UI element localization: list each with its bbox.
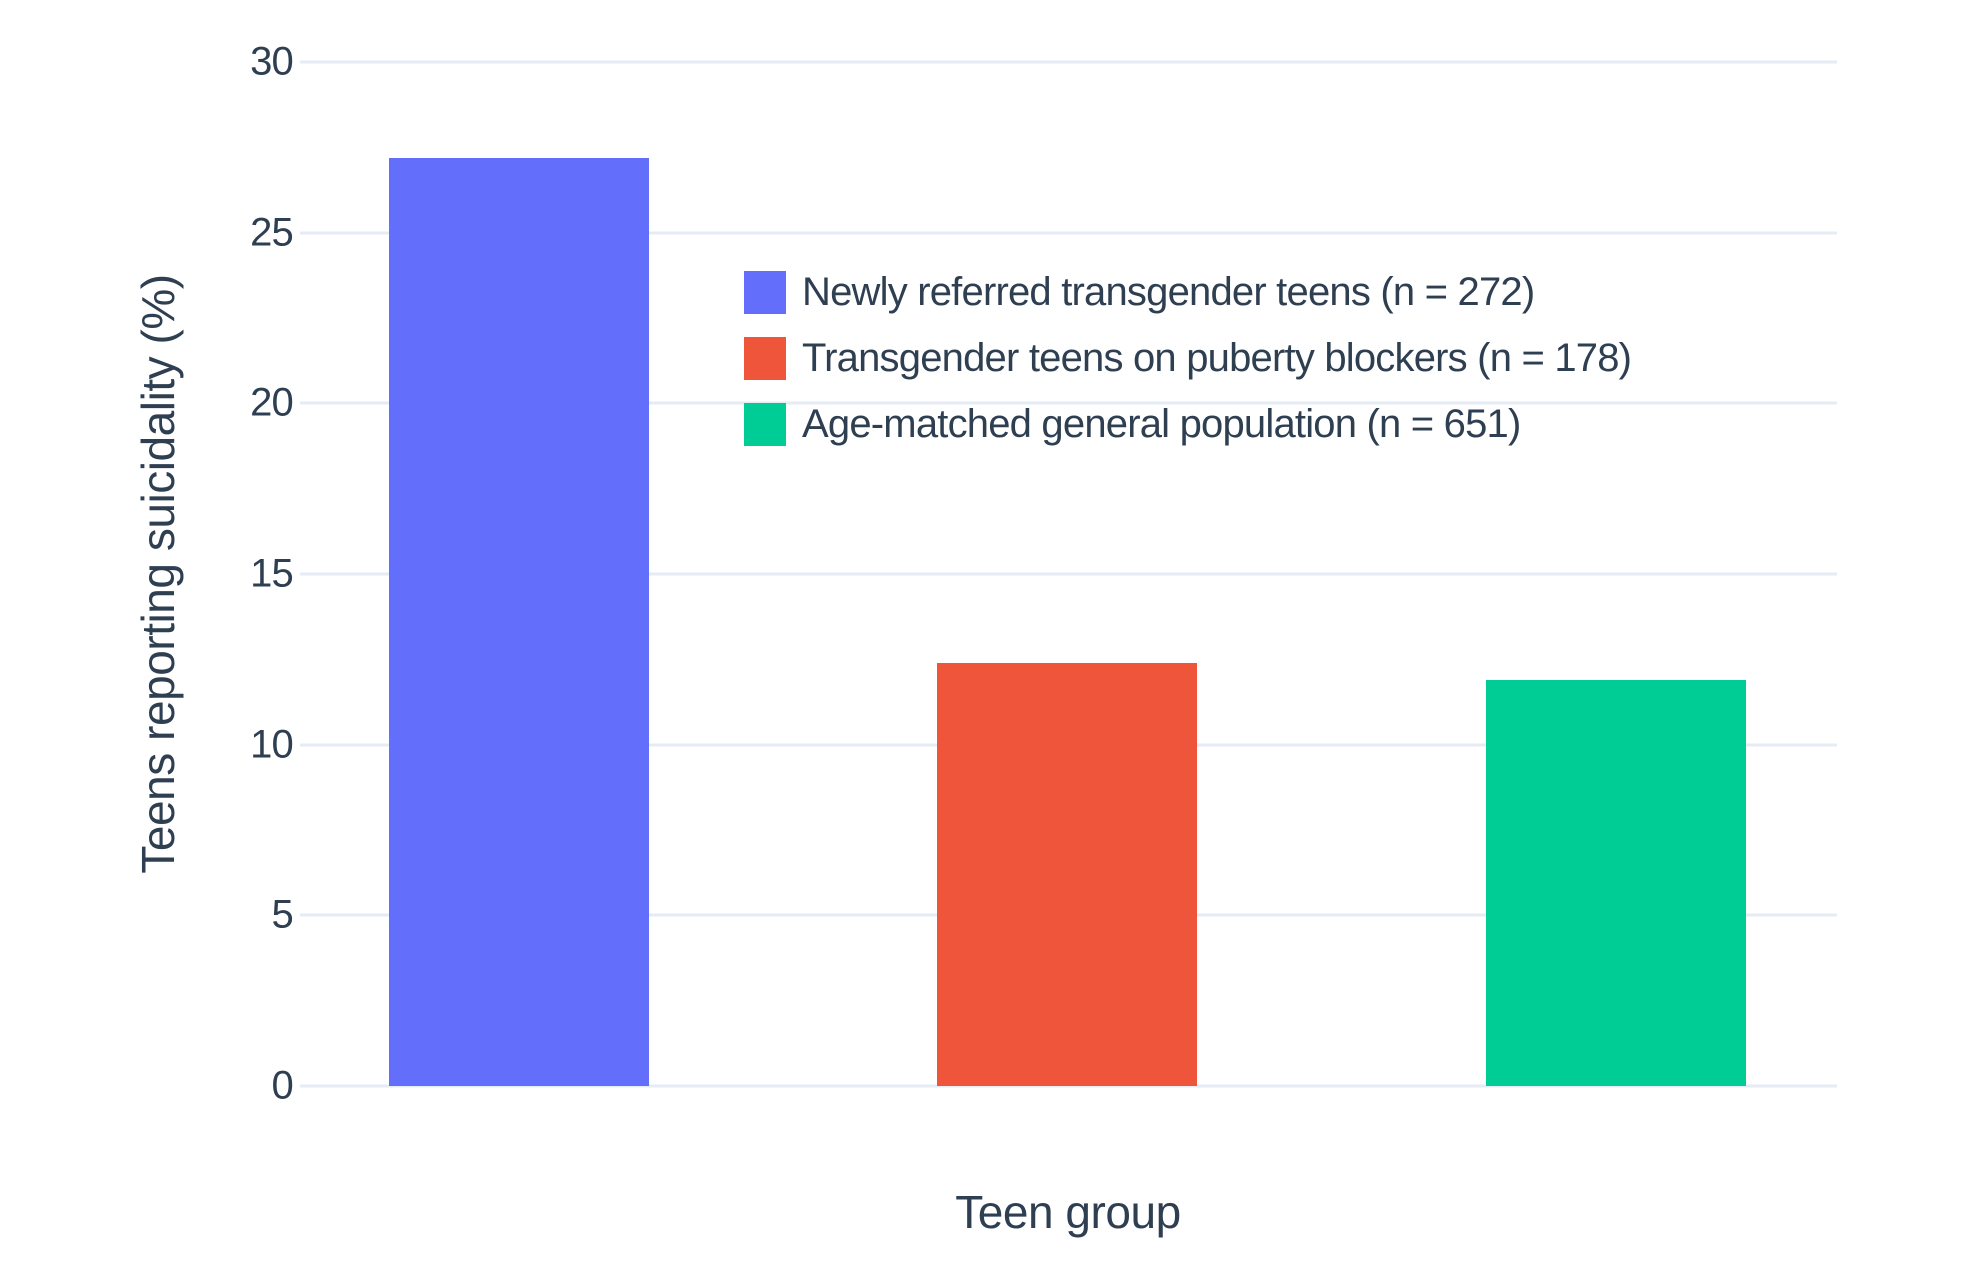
- legend-swatch-icon: [744, 270, 786, 314]
- y-tick-label: 30: [250, 39, 294, 84]
- y-tick-label: 15: [250, 551, 294, 596]
- bar-3: [1486, 679, 1746, 1086]
- y-axis-title: Teens reporting suicidality (%): [132, 274, 184, 874]
- gridline: [300, 231, 1837, 235]
- bar-1: [389, 157, 649, 1086]
- bar-2: [937, 662, 1197, 1086]
- x-axis-title: Teen group: [955, 1186, 1181, 1238]
- legend-item-3[interactable]: Age-matched general population (n = 651): [744, 391, 1631, 457]
- legend-item-2[interactable]: Transgender teens on puberty blockers (n…: [744, 325, 1632, 391]
- legend-label: Age-matched general population (n = 651): [802, 401, 1521, 446]
- gridline: [300, 572, 1837, 576]
- y-tick-label: 25: [250, 210, 294, 255]
- legend-swatch-icon: [744, 402, 786, 446]
- legend-label: Transgender teens on puberty blockers (n…: [802, 335, 1632, 380]
- y-tick-label: 10: [250, 722, 294, 767]
- y-tick-label: 0: [271, 1063, 294, 1108]
- legend-label: Newly referred transgender teens (n = 27…: [802, 269, 1535, 314]
- y-tick-label: 5: [271, 892, 294, 937]
- legend-item-1[interactable]: Newly referred transgender teens (n = 27…: [744, 259, 1631, 325]
- legend-swatch-icon: [744, 336, 786, 380]
- gridline: [300, 1084, 1837, 1088]
- y-tick-label: 20: [250, 380, 294, 425]
- gridline: [300, 60, 1837, 64]
- gridline: [300, 401, 1837, 405]
- legend: Newly referred transgender teens (n = 27…: [744, 259, 1632, 457]
